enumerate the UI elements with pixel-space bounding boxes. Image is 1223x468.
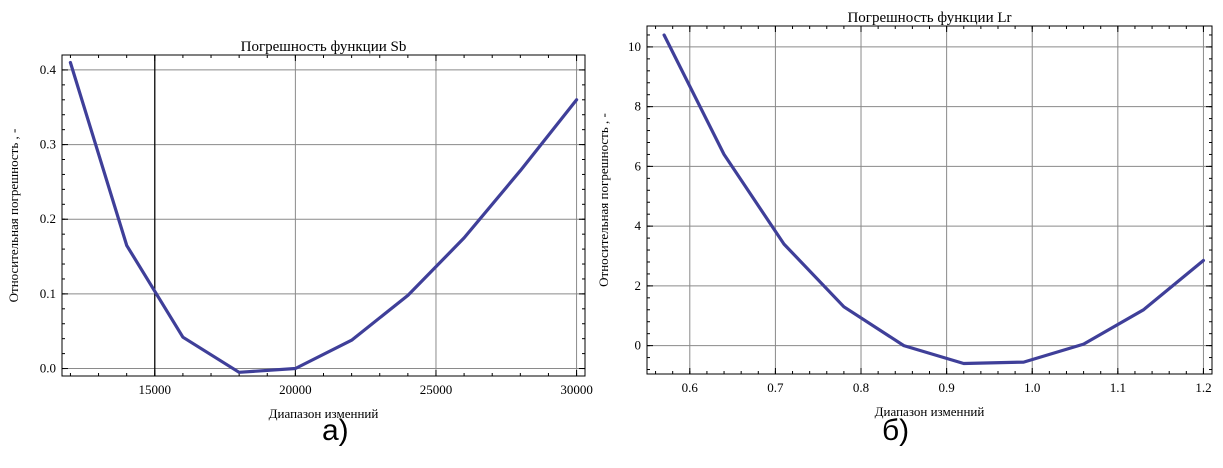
y-tick-label: 0 xyxy=(635,338,642,353)
plot-frame xyxy=(646,25,1213,375)
series-line xyxy=(68,60,579,374)
x-tick-label: 1.1 xyxy=(1110,380,1126,395)
series-line xyxy=(662,33,1206,366)
y-axis-label: Относительная погрешность , - xyxy=(6,129,21,303)
x-tick-label: 0.9 xyxy=(938,380,954,395)
x-axis-label: Диапазон изменний xyxy=(875,404,985,419)
y-axis-label: Относительная погрешность , - xyxy=(596,113,611,287)
x-tick-label: 15000 xyxy=(139,382,172,397)
y-tick-label: 0.1 xyxy=(40,286,56,301)
x-tick-label: 20000 xyxy=(279,382,312,397)
chart-panel-b: 0.6 0.7 0.8 0.9 1.0 1.1 1.2 0 2 4 6 8 10 Погрешность … xyxy=(592,0,1223,468)
chart-lr: 0.6 0.7 0.8 0.9 1.0 1.1 1.2 0 2 4 6 8 10 Погрешность … xyxy=(596,10,1213,419)
y-tick-label: 4 xyxy=(635,218,642,233)
y-tick-label: 0.0 xyxy=(40,361,56,376)
y-tick-label: 0.3 xyxy=(40,137,56,152)
x-tick-label: 0.7 xyxy=(767,380,784,395)
chart-title: Погрешность функции Sb xyxy=(241,39,407,55)
y-tick-label: 0.4 xyxy=(40,62,57,77)
chart-sb: 15000 20000 25000 30000 0.0 0.1 0.2 0.3 0.4 Погре… xyxy=(6,39,593,421)
caption-b: б) xyxy=(882,414,910,447)
chart-panel-a: 15000 20000 25000 30000 0.0 0.1 0.2 0.3 0.4 Погре… xyxy=(0,0,610,468)
x-tick-label: 1.0 xyxy=(1024,380,1040,395)
y-tick-label: 10 xyxy=(628,39,641,54)
y-tick-label: 8 xyxy=(635,99,642,114)
x-axis-label: Диапазон изменний xyxy=(269,406,379,421)
y-tick-label: 0.2 xyxy=(40,211,56,226)
x-tick-label: 25000 xyxy=(420,382,453,397)
plot-frame xyxy=(61,54,586,377)
x-tick-label: 30000 xyxy=(560,382,593,397)
y-tick-label: 6 xyxy=(635,158,642,173)
x-tick-label: 0.6 xyxy=(682,380,699,395)
caption-a: а) xyxy=(322,414,349,447)
y-tick-label: 2 xyxy=(635,278,642,293)
x-tick-label: 0.8 xyxy=(853,380,869,395)
chart-title: Погрешность функции Lr xyxy=(847,10,1011,26)
x-tick-label: 1.2 xyxy=(1195,380,1211,395)
